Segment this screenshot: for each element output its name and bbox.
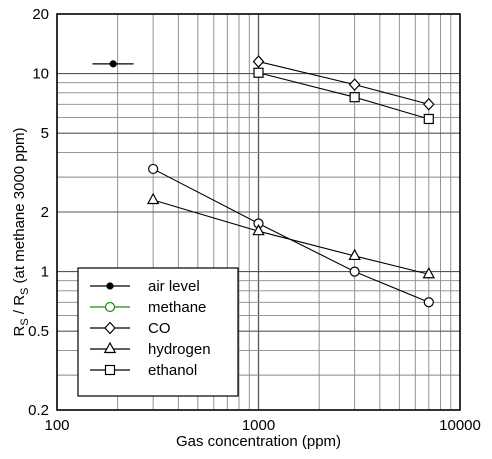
series-methane-point [423, 297, 434, 308]
x-tick-label: 100 [44, 417, 69, 434]
y-axis-label: RS / RS (at methane 3000 ppm) [11, 128, 31, 337]
series-co-point [348, 78, 361, 91]
legend-label: ethanol [148, 362, 197, 379]
y-axis-label-sub1: S [19, 318, 31, 325]
plot-frame [56, 13, 461, 411]
y-axis-label-sub2: S [19, 288, 31, 295]
series-ethanol-point [253, 67, 264, 78]
legend-label: CO [148, 320, 171, 337]
legend-swatch-marker [106, 282, 114, 290]
series-lines [92, 61, 429, 303]
legend-items: air level methane CO hydrogen ethanol [90, 278, 211, 379]
y-axis-label-r1: R [11, 325, 28, 336]
y-tick-label: 20 [32, 6, 49, 23]
legend: air level methane CO hydrogen ethanol [77, 267, 239, 397]
plot-border [56, 13, 461, 411]
series-hydrogen-point [146, 192, 160, 205]
x-tick-label: 1000 [242, 417, 275, 434]
legend-swatch-marker [104, 321, 116, 335]
series-co-point [252, 55, 265, 68]
y-tick-label: 5 [41, 125, 49, 142]
tick-labels: 100 1000 10000 0.2 0.5 1 2 5 10 20 [28, 6, 481, 434]
x-tick-label: 10000 [439, 417, 481, 434]
series-methane-line [152, 168, 429, 303]
legend-swatch-marker [103, 341, 117, 354]
y-tick-label: 10 [32, 66, 49, 83]
series-ethanol-point [423, 113, 434, 125]
y-axis-label-tail: (at methane 3000 ppm) [11, 128, 28, 288]
series-methane-point [148, 163, 159, 175]
y-tick-label: 0.5 [28, 323, 49, 340]
legend-item-co: CO [90, 320, 171, 337]
legend-item-methane: methane [90, 299, 206, 316]
legend-item-hydrogen: hydrogen [90, 341, 211, 358]
legend-item-air-level: air level [90, 278, 200, 295]
legend-label: air level [148, 278, 200, 295]
legend-item-ethanol: ethanol [90, 362, 197, 379]
series-ethanol-point [349, 92, 360, 103]
series-air-level-point [109, 60, 117, 68]
y-tick-label: 2 [41, 204, 49, 221]
series-hydrogen-point [422, 266, 435, 279]
y-tick-label: 1 [41, 264, 49, 281]
grid-lines [57, 14, 460, 410]
x-axis-label: Gas concentration (ppm) [176, 433, 341, 450]
series-hydrogen-line [152, 199, 429, 275]
legend-swatch-marker [104, 364, 116, 376]
series-methane-point [349, 266, 360, 277]
y-tick-label: 0.2 [28, 402, 49, 419]
legend-label: methane [148, 299, 206, 316]
series-hydrogen-point [348, 248, 361, 261]
legend-box [77, 267, 239, 397]
y-axis-label-mid: / R [11, 295, 28, 319]
series-co-point [422, 97, 435, 111]
legend-swatch-marker [104, 301, 116, 313]
legend-label: hydrogen [148, 341, 211, 358]
series-ethanol-line [258, 72, 429, 120]
series-hydrogen-point [252, 223, 265, 236]
series-markers [109, 55, 435, 308]
